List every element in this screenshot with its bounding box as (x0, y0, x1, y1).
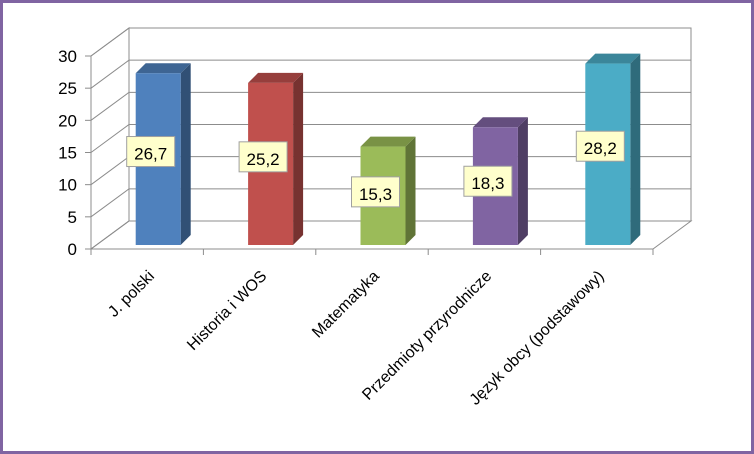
y-axis: 0 5 10 15 20 25 30 (58, 47, 92, 259)
gridline (90, 59, 691, 89)
x-tick-label: J. polski (105, 268, 158, 321)
bar-side (180, 63, 191, 246)
x-axis: J. polski Historia i WOS MatematykaPrzedmi… (90, 248, 654, 409)
data-label: 28,2 (584, 139, 617, 158)
y-tick-label: 30 (58, 47, 77, 66)
gridline (90, 27, 691, 57)
x-tick-label: Historia i WOS (184, 268, 270, 354)
bar-side (517, 117, 528, 245)
gridline (90, 91, 691, 121)
bar-side (630, 53, 641, 245)
y-tick-label: 20 (58, 111, 77, 130)
data-label: 15,3 (359, 185, 392, 204)
bar-top (248, 72, 304, 83)
bar-side (405, 136, 416, 245)
y-tick-label: 10 (58, 176, 77, 195)
y-tick-label: 0 (68, 240, 77, 259)
x-tick-label: Język obcy (podstawowy) (467, 268, 608, 409)
y-tick-label: 15 (58, 144, 77, 163)
x-tick-label: Przedmioty przyrodnicze (359, 268, 495, 404)
data-label-box (351, 176, 400, 208)
bar-top (585, 53, 641, 64)
bar-top (472, 117, 528, 128)
bar-top (360, 136, 416, 147)
x-tick-label: Matematyka (309, 268, 383, 342)
data-label-box (238, 141, 288, 173)
bar-top (135, 63, 191, 74)
data-label-box (575, 130, 625, 162)
data-label-box (463, 165, 513, 197)
y-tick-label: 5 (68, 208, 77, 227)
data-label: 18,3 (471, 174, 504, 193)
bar-chart: 0 5 10 15 20 25 30 J. polski Historia i WOS Mate… (58, 27, 693, 409)
bar-side (293, 72, 304, 245)
data-label: 25,2 (247, 150, 280, 169)
y-tick-label: 25 (58, 79, 77, 98)
data-labels: 26,7 25,2 15,3 18,3 28,2 (126, 130, 625, 208)
data-label-box (126, 136, 176, 168)
data-label: 26,7 (134, 145, 167, 164)
